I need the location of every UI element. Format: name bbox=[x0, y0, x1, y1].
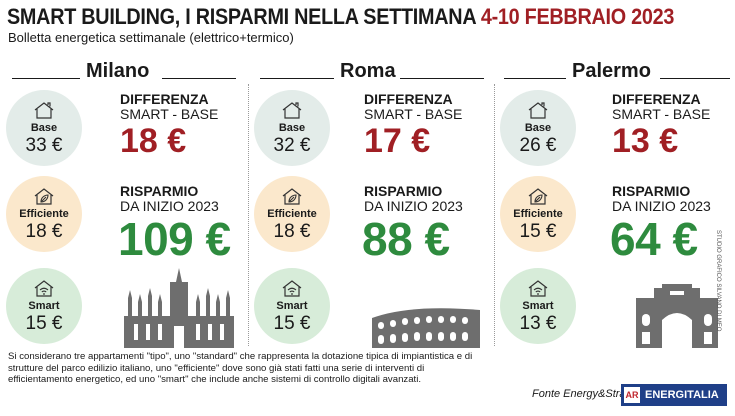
header-rule-left bbox=[504, 78, 566, 79]
difference-label-line1: DIFFERENZA bbox=[120, 91, 209, 107]
savings-label-line2: DA INIZIO 2023 bbox=[120, 198, 219, 214]
efficient-circle: Efficiente 15 € bbox=[500, 176, 576, 252]
column-separator bbox=[494, 84, 495, 346]
smart-value: 15 € bbox=[273, 313, 311, 334]
smart-label: Smart bbox=[276, 300, 308, 312]
house-icon bbox=[282, 102, 302, 119]
efficient-label: Efficiente bbox=[513, 208, 563, 220]
house-icon bbox=[528, 102, 548, 119]
difference-value: 18 € bbox=[120, 122, 187, 160]
efficient-label: Efficiente bbox=[19, 208, 69, 220]
difference-value: 17 € bbox=[364, 122, 431, 160]
savings-label: RISPARMIO DA INIZIO 2023 bbox=[364, 184, 463, 214]
city-column-palermo: Palermo Base 26 € Efficiente 15 € Smart … bbox=[498, 58, 733, 348]
savings-label-line2: DA INIZIO 2023 bbox=[364, 198, 463, 214]
city-header: Milano bbox=[4, 58, 239, 86]
savings-label-line1: RISPARMIO bbox=[364, 183, 443, 199]
savings-label: RISPARMIO DA INIZIO 2023 bbox=[612, 184, 711, 214]
savings-label: RISPARMIO DA INIZIO 2023 bbox=[120, 184, 219, 214]
savings-label-line2: DA INIZIO 2023 bbox=[612, 198, 711, 214]
savings-value: 88 € bbox=[362, 213, 450, 265]
efficient-circle: Efficiente 18 € bbox=[254, 176, 330, 252]
page-title: SMART BUILDING, I RISPARMI NELLA SETTIMA… bbox=[7, 4, 674, 30]
difference-label-line1: DIFFERENZA bbox=[364, 91, 453, 107]
page-subtitle: Bolletta energetica settimanale (elettri… bbox=[8, 30, 294, 45]
difference-label-line1: DIFFERENZA bbox=[612, 91, 701, 107]
city-name: Milano bbox=[86, 60, 150, 82]
house-wifi-icon bbox=[282, 280, 302, 297]
column-separator bbox=[248, 84, 249, 346]
city-column-roma: Roma Base 32 € Efficiente 18 € Smart 15 … bbox=[252, 58, 487, 348]
efficient-value: 18 € bbox=[273, 221, 311, 242]
difference-label: DIFFERENZA SMART - BASE bbox=[120, 92, 218, 122]
smart-circle: Smart 13 € bbox=[500, 268, 576, 344]
efficient-label: Efficiente bbox=[267, 208, 317, 220]
city-name: Roma bbox=[340, 60, 396, 82]
house-wifi-icon bbox=[34, 280, 54, 297]
base-label: Base bbox=[30, 122, 58, 134]
efficient-circle: Efficiente 18 € bbox=[6, 176, 82, 252]
methodology-note: Si considerano tre appartamenti "tipo", … bbox=[8, 351, 473, 385]
base-value: 33 € bbox=[25, 135, 63, 156]
header-rule-right bbox=[660, 78, 730, 79]
base-value: 26 € bbox=[519, 135, 557, 156]
city-name: Palermo bbox=[572, 60, 651, 82]
difference-value: 13 € bbox=[612, 122, 679, 160]
efficient-value: 18 € bbox=[25, 221, 63, 242]
base-circle: Base 26 € bbox=[500, 90, 576, 166]
smart-value: 13 € bbox=[519, 313, 557, 334]
difference-label-line2: SMART - BASE bbox=[364, 106, 463, 122]
city-column-milano: Milano Base 33 € Efficiente 18 € Smart 1… bbox=[4, 58, 239, 348]
palermo-gate-icon bbox=[636, 284, 718, 348]
city-header: Roma bbox=[252, 58, 487, 86]
efficient-value: 15 € bbox=[519, 221, 557, 242]
title-date-range: 4-10 FEBBRAIO 2023 bbox=[480, 4, 675, 29]
base-circle: Base 33 € bbox=[6, 90, 82, 166]
difference-label-line2: SMART - BASE bbox=[120, 106, 219, 122]
header-rule-left bbox=[260, 78, 334, 79]
source-label: Fonte Energy&Strategy bbox=[532, 388, 647, 400]
colosseum-icon bbox=[372, 308, 480, 348]
base-value: 32 € bbox=[273, 135, 311, 156]
base-label: Base bbox=[278, 122, 306, 134]
header-rule-right bbox=[400, 78, 484, 79]
house-leaf-icon bbox=[34, 188, 54, 205]
savings-value: 109 € bbox=[118, 213, 231, 265]
difference-label: DIFFERENZA SMART - BASE bbox=[612, 92, 710, 122]
difference-label: DIFFERENZA SMART - BASE bbox=[364, 92, 462, 122]
header-rule-left bbox=[12, 78, 80, 79]
header-rule-right bbox=[162, 78, 236, 79]
graphic-credit: STUDIO GRAFICO SILVANO DI MEO bbox=[715, 230, 721, 332]
difference-label-line2: SMART - BASE bbox=[612, 106, 711, 122]
house-leaf-icon bbox=[528, 188, 548, 205]
savings-value: 64 € bbox=[610, 213, 698, 265]
logo-text: ENERGITALIA bbox=[645, 389, 719, 401]
title-main: SMART BUILDING, I RISPARMI NELLA SETTIMA… bbox=[7, 4, 476, 29]
logo-mark: AR bbox=[624, 387, 640, 403]
house-icon bbox=[34, 102, 54, 119]
savings-label-line1: RISPARMIO bbox=[612, 183, 691, 199]
smart-circle: Smart 15 € bbox=[254, 268, 330, 344]
base-circle: Base 32 € bbox=[254, 90, 330, 166]
city-header: Palermo bbox=[498, 58, 733, 86]
smart-label: Smart bbox=[522, 300, 554, 312]
base-label: Base bbox=[524, 122, 552, 134]
house-leaf-icon bbox=[282, 188, 302, 205]
energitalia-logo: AR ENERGITALIA bbox=[621, 384, 727, 406]
smart-label: Smart bbox=[28, 300, 60, 312]
smart-value: 15 € bbox=[25, 313, 63, 334]
house-wifi-icon bbox=[528, 280, 548, 297]
smart-circle: Smart 15 € bbox=[6, 268, 82, 344]
milan-cathedral-icon bbox=[124, 268, 234, 348]
savings-label-line1: RISPARMIO bbox=[120, 183, 199, 199]
